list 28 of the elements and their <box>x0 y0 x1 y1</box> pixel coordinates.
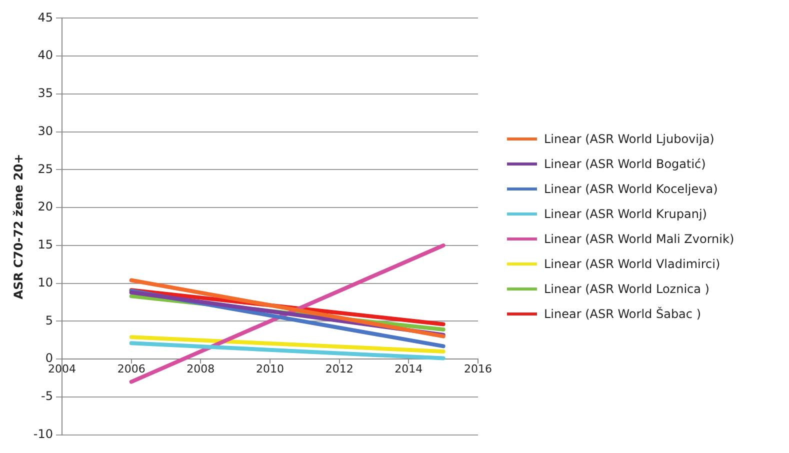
y-tick-label: 30 <box>38 124 53 138</box>
y-tick-label: 25 <box>38 162 53 176</box>
x-tick-label: 2012 <box>325 362 354 376</box>
y-tick-label: 45 <box>38 10 53 24</box>
y-tick-label: 35 <box>38 86 53 100</box>
legend-label: Linear (ASR World Vladimirci) <box>544 257 720 271</box>
x-tick-label: 2006 <box>117 362 146 376</box>
y-tick-label: 10 <box>38 275 53 290</box>
x-tick-label: 2014 <box>394 362 423 376</box>
legend-label: Linear (ASR World Koceljeva) <box>544 182 718 196</box>
y-tick-label: 15 <box>38 238 53 252</box>
x-tick-label: 2004 <box>48 362 76 376</box>
y-tick-label: -5 <box>41 389 53 404</box>
legend-label: Linear (ASR World Loznica ) <box>544 282 710 296</box>
legend-label: Linear (ASR World Krupanj) <box>544 207 707 221</box>
y-axis-title: ASR C70-72 žene 20+ <box>11 154 26 300</box>
y-tick-label: -10 <box>33 426 53 441</box>
y-tick-label: 20 <box>38 200 53 214</box>
y-tick-label: 5 <box>45 313 53 328</box>
legend-label: Linear (ASR World Mali Zvornik) <box>544 232 734 246</box>
x-tick-label: 2010 <box>256 362 284 376</box>
x-tick-label: 2016 <box>464 362 492 376</box>
y-tick-label: 40 <box>38 48 53 62</box>
y-tick-label: 0 <box>45 351 53 366</box>
legend-label: Linear (ASR World Šabac ) <box>544 307 702 321</box>
legend-label: Linear (ASR World Ljubovija) <box>544 132 714 146</box>
x-tick-label: 2008 <box>186 362 215 376</box>
legend-label: Linear (ASR World Bogatić) <box>544 157 706 171</box>
